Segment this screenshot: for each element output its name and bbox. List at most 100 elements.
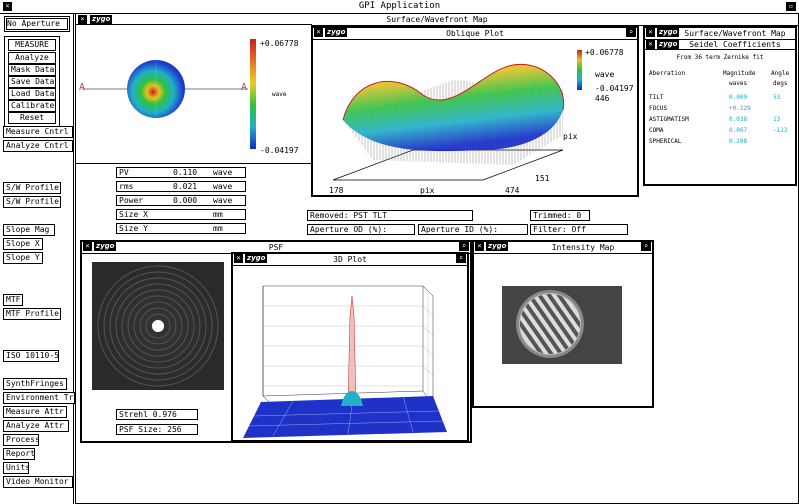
plot3d-title: 3D Plot (333, 255, 367, 264)
psf-size-field: PSF Size: 256 (116, 424, 198, 435)
oblique-title: Oblique Plot (446, 29, 504, 38)
sidebar-group-button-2[interactable]: Mask Data (8, 64, 56, 76)
seidel-magnitude: +0.129 (729, 105, 751, 112)
sidebar-button-11[interactable]: Environment Tr (3, 392, 75, 404)
header-aberration: Aberration (649, 70, 686, 77)
intensity-title: Intensity Map (551, 243, 615, 252)
oblique-plot[interactable] (313, 40, 637, 195)
close-icon[interactable]: × (646, 28, 655, 37)
seidel-row: FOCUS +0.129 (645, 105, 795, 115)
profile-marker-a: A (79, 82, 86, 93)
sidebar-group-button-6[interactable]: Reset (8, 112, 56, 124)
aperture-id-field[interactable]: Aperture ID (%): (418, 224, 528, 235)
sidebar-button-9[interactable]: ISO 10110-5 (3, 350, 59, 362)
zygo-logo: zygo (657, 40, 680, 49)
sidebar: No Aperture MEASURE Analyze Mask Data Save … (0, 14, 75, 504)
oblique-scale-max: +0.06778 (585, 48, 624, 57)
sidebar-button-7[interactable]: MTF (3, 294, 23, 306)
sidebar-button-8[interactable]: MTF Profile (3, 308, 61, 320)
close-icon[interactable]: × (78, 15, 87, 24)
plot3d-base (243, 396, 447, 438)
removed-field: Removed: PST TLT (307, 210, 473, 221)
sidebar-group-button-4[interactable]: Load Data (8, 88, 56, 100)
strehl-field: Strehl 0.976 (116, 409, 198, 420)
result-unit: wave (213, 182, 233, 191)
app-title: GPI Application (358, 1, 441, 11)
profile-marker-a-end: A (241, 82, 248, 93)
zygo-logo: zygo (245, 254, 268, 263)
no-aperture-button[interactable]: No Aperture (4, 16, 70, 32)
sidebar-button-4[interactable]: Slope Mag (3, 224, 55, 236)
result-row: PV 0.110 wave (116, 167, 246, 178)
header-magnitude: Magnitude (723, 70, 756, 77)
sidebar-group-button-3[interactable]: Save Data (8, 76, 56, 88)
sidebar-button-5[interactable]: Slope X (3, 238, 43, 250)
trimmed-field: Trimmed: 0 (530, 210, 590, 221)
main-window-title: Surface/Wavefront Map (386, 15, 488, 24)
close-icon[interactable]: × (83, 242, 92, 251)
scale-max: +0.06778 (260, 39, 299, 48)
sidebar-button-10[interactable]: SynthFringes (3, 378, 67, 390)
plot3d-title-bar: × zygo 3D Plot ⌕ (233, 254, 467, 266)
filter-field[interactable]: Filter: Off (530, 224, 628, 235)
close-icon[interactable]: × (314, 28, 323, 37)
maximize-icon[interactable]: ▫ (786, 2, 796, 11)
seidel-row: TILT 0.000 53 (645, 94, 795, 104)
seidel-name: FOCUS (649, 105, 668, 112)
tick-474: 474 (505, 186, 520, 195)
zoom-icon[interactable]: ⌕ (641, 242, 651, 251)
intensity-image[interactable] (474, 254, 652, 406)
surface-map[interactable] (76, 25, 311, 163)
sidebar-group-button-1[interactable]: Analyze (8, 52, 56, 64)
zoom-icon[interactable]: ⌕ (626, 28, 636, 37)
unit-waves: waves (729, 80, 748, 87)
plot3d-graph[interactable] (233, 266, 467, 440)
oblique-title-bar: × zygo Oblique Plot ⌕ (313, 28, 637, 40)
oblique-scale-bar (577, 50, 582, 90)
sidebar-button-12[interactable]: Measure Attr (3, 406, 67, 418)
zoom-icon[interactable]: ⌕ (456, 254, 466, 263)
sidebar-button-16[interactable]: Units (3, 462, 29, 474)
main-window-title-bar: × zygo Surface/Wavefront Map (76, 14, 798, 26)
psf-peak (347, 295, 357, 405)
seidel-title-bar: × zygo Seidel Coefficients (645, 39, 795, 50)
close-icon[interactable]: × (3, 2, 12, 11)
oblique-scale-unit: wave (595, 70, 615, 79)
close-icon[interactable]: × (646, 40, 655, 49)
aperture-od-field[interactable]: Aperture OD (%): (307, 224, 415, 235)
oblique-plot-panel: × zygo Oblique Plot ⌕ (311, 26, 639, 197)
wavefront-disc (127, 60, 185, 118)
sidebar-button-3[interactable]: S/W Profile (3, 196, 61, 208)
zygo-logo: zygo (325, 28, 348, 37)
sidebar-button-6[interactable]: Slope Y (3, 252, 43, 264)
sidebar-button-14[interactable]: Process (3, 434, 39, 446)
oblique-scale-min: -0.04197 (595, 84, 634, 93)
sidebar-button-0[interactable]: Measure Cntrl (3, 126, 73, 138)
oblique-axis-pix-x: pix (420, 186, 435, 195)
result-row: Power 0.000 wave (116, 195, 246, 206)
sidebar-button-17[interactable]: Video Monitor (3, 476, 73, 488)
close-icon[interactable]: × (475, 242, 484, 251)
zoom-icon[interactable]: ⌕ (459, 242, 469, 251)
sidebar-button-1[interactable]: Analyze Cntrl (3, 140, 73, 152)
close-icon[interactable]: × (234, 254, 243, 263)
sidebar-group-button-0[interactable]: MEASURE (8, 39, 56, 51)
seidel-row: ASTIGMATISM 0.038 13 (645, 116, 795, 126)
result-value: 0.110 (173, 168, 198, 177)
seidel-magnitude: 0.038 (729, 116, 748, 123)
plot3d-panel: × zygo 3D Plot ⌕ (231, 252, 469, 442)
sidebar-button-13[interactable]: Analyze Attr (3, 420, 69, 432)
seidel-window-title-bar: × zygo Surface/Wavefront Map (645, 28, 795, 40)
sidebar-button-2[interactable]: S/W Profile (3, 182, 61, 194)
tick-178: 178 (329, 186, 344, 195)
psf-title: PSF (268, 243, 284, 252)
sidebar-button-15[interactable]: Report (3, 448, 35, 460)
seidel-subtitle: From 36 term Zernike fit (676, 54, 764, 61)
result-value: 0.021 (173, 182, 198, 191)
seidel-window-title: Surface/Wavefront Map (684, 29, 786, 38)
sidebar-group-button-5[interactable]: Calibrate (8, 100, 56, 112)
psf-image[interactable] (84, 254, 232, 402)
seidel-magnitude: 0.000 (729, 94, 748, 101)
seidel-angle: -123 (773, 127, 788, 134)
surface-mesh (343, 64, 564, 152)
